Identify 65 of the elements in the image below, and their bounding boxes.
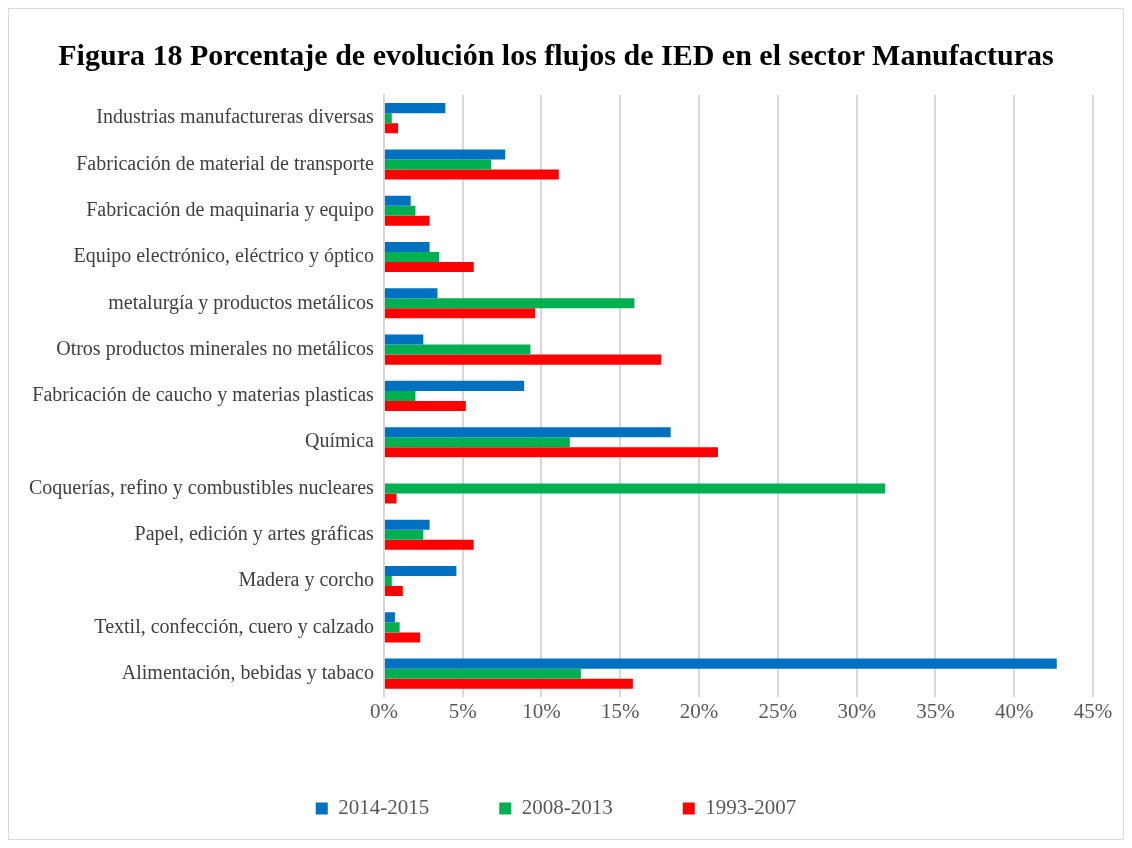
bar bbox=[384, 308, 536, 319]
bar bbox=[384, 668, 581, 679]
bar bbox=[384, 437, 570, 448]
bar bbox=[384, 519, 430, 530]
x-tick-label: 5% bbox=[448, 698, 477, 723]
y-tick-label: Coquerías, refino y combustibles nucleares bbox=[29, 475, 375, 499]
y-tick-label: Fabricación de maquinaria y equipo bbox=[86, 197, 374, 221]
bar bbox=[384, 113, 392, 124]
y-tick-label: Alimentación, bebidas y tabaco bbox=[121, 660, 374, 684]
y-tick-label: Fabricación de caucho y materias plasticas bbox=[32, 383, 375, 407]
legend-label: 2014-2015 bbox=[338, 795, 430, 820]
bar bbox=[384, 195, 411, 206]
bar bbox=[384, 159, 492, 170]
y-tick-label: Química bbox=[305, 429, 375, 452]
x-tick-label: 25% bbox=[758, 698, 798, 723]
legend-label: 1993-2007 bbox=[705, 795, 797, 820]
x-tick-label: 10% bbox=[522, 698, 561, 723]
bar bbox=[384, 123, 399, 134]
bar bbox=[384, 169, 559, 180]
bar bbox=[384, 215, 430, 226]
bar bbox=[384, 539, 474, 550]
bar bbox=[384, 380, 525, 391]
x-tick-label: 20% bbox=[679, 698, 719, 723]
bar bbox=[384, 658, 1057, 669]
x-tick-label: 0% bbox=[369, 698, 398, 723]
bar bbox=[384, 149, 506, 160]
bar bbox=[384, 447, 718, 458]
bar bbox=[384, 529, 424, 540]
bar bbox=[384, 632, 421, 643]
x-tick-label: 45% bbox=[1073, 698, 1113, 723]
y-tick-label: Fabricación de material de transporte bbox=[76, 151, 375, 175]
y-tick-label: Industrias manufactureras diversas bbox=[96, 105, 375, 128]
bar bbox=[384, 678, 633, 689]
bar bbox=[384, 390, 416, 401]
bar bbox=[384, 586, 403, 597]
x-tick-label: 15% bbox=[601, 698, 640, 723]
y-tick-label: Papel, edición y artes gráficas bbox=[134, 522, 375, 546]
x-tick-label: 35% bbox=[916, 698, 955, 723]
x-tick-label: 40% bbox=[994, 698, 1034, 723]
y-tick-label: Madera y corcho bbox=[238, 568, 374, 592]
y-tick-label: metalurgía y productos metálicos bbox=[108, 290, 375, 314]
bar bbox=[384, 298, 635, 309]
bar bbox=[384, 205, 416, 216]
bar bbox=[384, 493, 397, 504]
bar bbox=[384, 262, 474, 273]
bar bbox=[384, 622, 400, 633]
bar bbox=[384, 241, 430, 253]
bar bbox=[384, 400, 466, 411]
bar bbox=[384, 576, 392, 587]
bar bbox=[384, 612, 395, 623]
bar bbox=[384, 566, 457, 577]
bar bbox=[384, 483, 885, 494]
chart-title: Figura 18 Porcentaje de evolución los flujos de IED en el sector Manufacturas bbox=[58, 37, 1054, 71]
bar bbox=[384, 288, 438, 299]
bar bbox=[384, 334, 424, 345]
legend-label: 2008-2013 bbox=[521, 795, 613, 820]
y-tick-label: Equipo electrónico, eléctrico y óptico bbox=[73, 244, 374, 268]
bar bbox=[384, 103, 446, 114]
bar bbox=[384, 427, 671, 438]
x-tick-label: 30% bbox=[837, 698, 876, 723]
bar bbox=[384, 344, 531, 355]
bar bbox=[384, 252, 440, 263]
y-tick-label: Otros productos minerales no metálicos bbox=[56, 336, 375, 360]
y-tick-label: Textil, confección, cuero y calzado bbox=[94, 614, 374, 638]
bar bbox=[384, 354, 662, 365]
